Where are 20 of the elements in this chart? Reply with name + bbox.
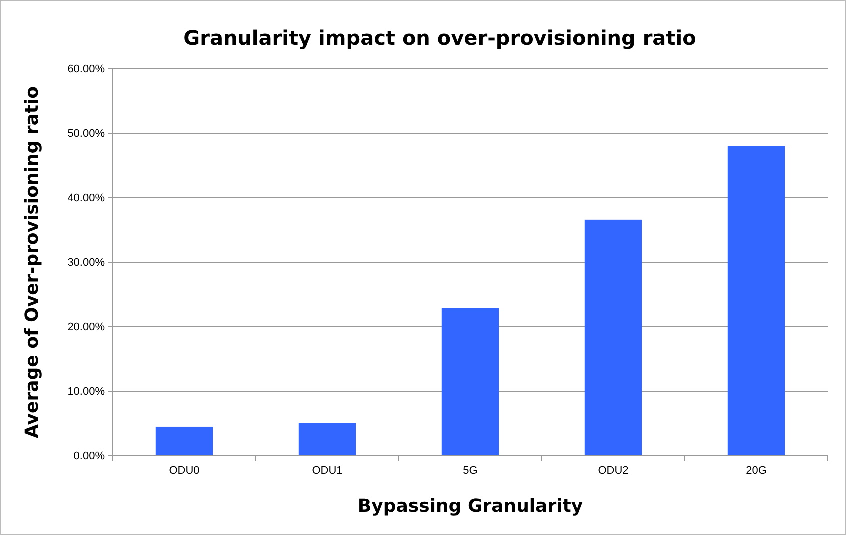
y-tick-label: 0.00% [74,450,106,463]
y-tick-label: 60.00% [68,64,106,76]
y-tick-label: 10.00% [68,386,106,398]
x-tick-label: ODU1 [312,464,343,477]
x-tick-label: ODU0 [169,464,200,477]
y-tick-label: 50.00% [68,128,106,140]
y-tick-label: 40.00% [68,192,106,205]
bar [728,146,786,456]
x-tick-label: 20G [746,464,767,477]
y-tick-label: 20.00% [68,322,106,334]
bar [584,220,642,456]
x-tick-label: ODU2 [598,464,629,477]
x-axis-title: Bypassing Granularity [358,496,584,517]
bar [298,423,356,456]
chart-title: Granularity impact on over-provisioning ratio [184,26,696,50]
y-tick-label: 30.00% [68,257,106,270]
bar [156,426,214,456]
x-tick-label: 5G [463,464,478,477]
bar [442,308,500,456]
y-axis-title: Average of Over-provisioning ratio [22,86,43,439]
